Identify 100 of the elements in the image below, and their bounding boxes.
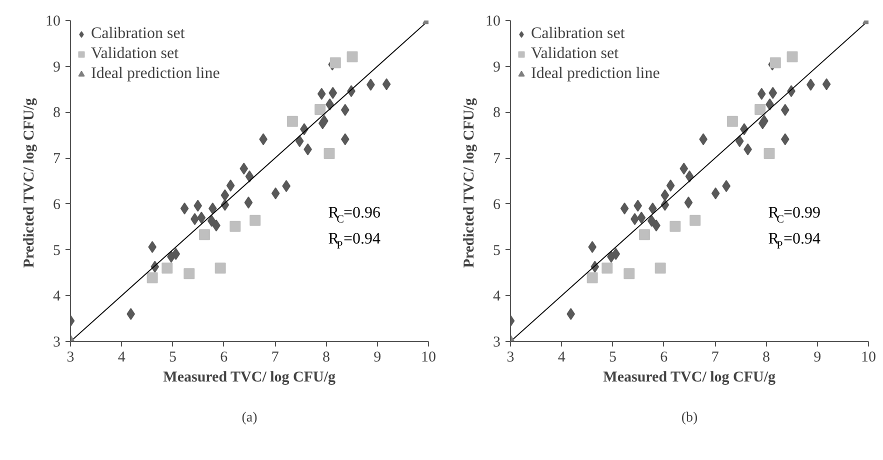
point [146,272,158,284]
point [207,214,216,227]
point [317,88,326,100]
point [340,104,350,116]
point [647,214,656,227]
legend-label: Ideal prediction line [531,65,660,83]
point [780,104,790,116]
point [328,86,338,99]
legend-label: Calibration set [91,25,185,43]
x-tick-label: 6 [220,350,228,366]
point [711,187,720,200]
y-tick-label: 6 [53,196,61,213]
point [382,78,391,90]
y-tick-label: 10 [46,14,60,30]
point [286,116,298,127]
y-tick-label: 6 [493,196,501,213]
x-tick-label: 5 [169,350,177,366]
y-tick-label: 9 [53,59,60,76]
point [198,229,210,240]
y-tick-label: 5 [53,242,60,259]
point [822,78,831,90]
point [620,202,629,215]
x-axis-title: Measured TVC/ log CFU/g [163,370,336,386]
point [624,268,635,280]
y-tick-label: 4 [53,288,61,305]
point [654,262,666,274]
x-tick-label: 7 [711,350,720,366]
point [602,262,613,274]
point [634,200,642,212]
text: (b) [681,410,698,426]
point [666,180,675,192]
point [612,248,620,260]
x-tick-label: 8 [322,350,330,366]
legend-label: Ideal prediction line [91,65,220,83]
y-tick-label: 5 [493,242,500,259]
point [245,170,254,182]
x-tick-label: 9 [814,350,822,366]
point [586,272,598,284]
point [194,200,202,212]
y-tick-label: 9 [493,59,500,76]
point [271,187,280,200]
point [726,116,738,127]
x-tick-label: 10 [421,350,436,366]
x-tick-label: 4 [118,350,126,366]
point [250,214,261,226]
point [770,57,781,68]
point [340,133,350,146]
point [660,189,670,202]
point [162,262,173,274]
point [735,135,744,148]
y-axis-title: Predicted TVC/ log CFU/g [22,98,38,268]
point [754,104,766,115]
point [638,229,650,240]
point [757,88,766,100]
point [240,162,248,175]
point [184,268,195,280]
x-tick-label: 8 [762,350,770,366]
legend-label: Validation set [531,45,619,63]
x-tick-label: 9 [374,350,382,366]
y-axis-title: Predicted TVC/ log CFU/g [462,98,478,268]
x-axis-title: Measured TVC/ log CFU/g [603,370,776,386]
x-tick-label: 3 [66,350,74,366]
point [690,214,701,226]
y-tick-label: 7 [53,151,61,168]
point [126,308,136,320]
point [685,170,694,182]
point [684,196,693,209]
point [637,212,646,224]
point [314,104,326,115]
y-tick-label: 3 [53,334,60,350]
x-tick-label: 5 [609,350,617,366]
point [244,196,253,209]
point [197,212,206,224]
point [172,248,180,260]
x-tick-label: 3 [506,350,514,366]
x-tick-label: 7 [271,350,280,366]
x-tick-label: 10 [861,350,876,366]
point [768,86,778,99]
point [680,162,688,175]
y-tick-label: 8 [53,105,60,122]
legend-label: Calibration set [531,25,625,43]
point [214,262,226,274]
y-tick-label: 3 [493,334,500,350]
point [226,180,235,192]
text: (a) [242,410,258,426]
y-tick-label: 4 [493,288,501,305]
y-tick-label: 8 [493,105,500,122]
point [346,51,358,62]
point [566,308,576,320]
point [324,148,335,159]
legend-label: Validation set [91,45,179,63]
x-tick-label: 6 [660,350,668,366]
point [330,57,341,68]
point [786,51,798,62]
x-tick-label: 4 [558,350,566,366]
point [180,202,189,215]
y-tick-label: 10 [486,14,500,30]
point [220,189,230,202]
point [295,135,304,148]
point [670,220,681,232]
